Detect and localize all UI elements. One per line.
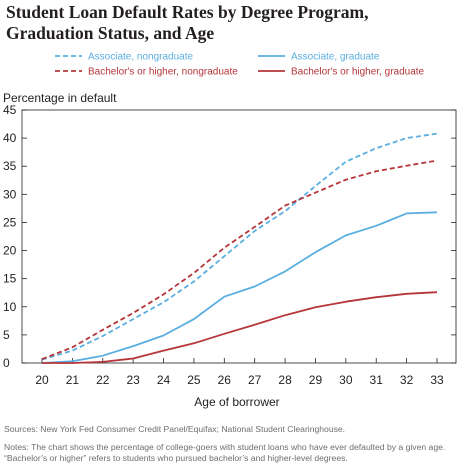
source-note: Sources: New York Fed Consumer Credit Pa… — [4, 424, 346, 434]
x-tick-label: 30 — [339, 373, 353, 387]
y-tick-label: 0 — [3, 356, 10, 370]
x-tick-label: 29 — [309, 373, 323, 387]
x-tick-label: 31 — [370, 373, 384, 387]
plot-area: 0 5 10 15 20 25 30 35 40 45 20 21 22 23 24 25 26 27 28 29 30… — [3, 103, 457, 387]
legend-label-4: Bachelor's or higher, graduate — [291, 67, 425, 78]
x-tick-label: 20 — [35, 373, 49, 387]
chart-title-line-1: Student Loan Default Rates by Degree Pro… — [6, 2, 369, 22]
x-tick-label: 22 — [96, 373, 110, 387]
series-line-2 — [41, 159, 438, 360]
legend-label-3: Associate, graduate — [291, 52, 380, 63]
x-tick-label: 33 — [430, 373, 444, 387]
x-tick-label: 32 — [400, 373, 414, 387]
y-tick-label: 30 — [3, 187, 17, 201]
series-line-3 — [41, 211, 438, 364]
y-tick-label: 5 — [3, 328, 10, 342]
x-tick-label: 26 — [218, 373, 232, 387]
legend-label-1: Associate, nongraduate — [88, 52, 194, 63]
series-line-4 — [42, 291, 438, 364]
y-tick-label: 45 — [3, 103, 17, 117]
legend: Associate, nongraduate Bachelor's or high… — [55, 52, 425, 78]
x-tick-label: 25 — [187, 373, 201, 387]
y-axis-title: Percentage in default — [3, 91, 117, 105]
y-tick-label: 15 — [3, 272, 17, 286]
x-axis-title: Age of borrower — [194, 395, 279, 409]
legend-label-2: Bachelor's or higher, nongraduate — [88, 67, 238, 78]
x-tick-label: 24 — [157, 373, 171, 387]
notes: Notes: The chart shows the percentage of… — [4, 442, 446, 463]
x-tick-label: 23 — [126, 373, 140, 387]
x-tick-label: 27 — [248, 373, 262, 387]
series-line-1 — [41, 132, 438, 361]
y-tick-label: 10 — [3, 300, 17, 314]
x-tick-label: 21 — [66, 373, 80, 387]
line-chart: Associate, nongraduate Bachelor's or high… — [3, 52, 457, 409]
y-tick-label: 25 — [3, 215, 17, 229]
y-tick-label: 20 — [3, 244, 17, 258]
y-tick-label: 40 — [3, 131, 17, 145]
plot-frame — [21, 109, 457, 364]
chart-title: Student Loan Default Rates by Degree Pro… — [6, 2, 456, 44]
y-tick-label: 35 — [3, 159, 17, 173]
x-tick-label: 28 — [278, 373, 292, 387]
chart-title-line-2: Graduation Status, and Age — [6, 23, 215, 43]
